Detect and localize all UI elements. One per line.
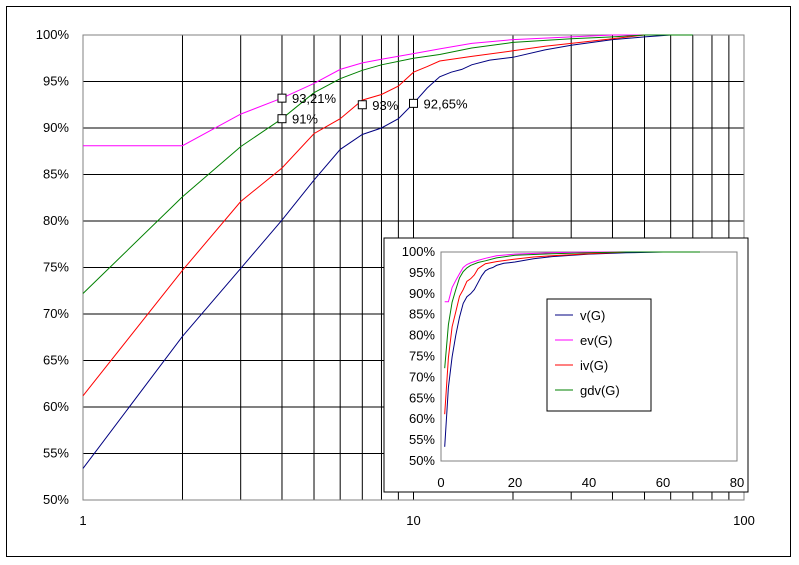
data-point-label: 91% <box>292 112 318 127</box>
inset-y-tick-label: 70% <box>409 369 435 384</box>
main-y-tick-label: 70% <box>43 306 69 321</box>
data-point-marker <box>277 114 287 124</box>
inset-legend: v(G) ev(G) iv(G) gdv(G) <box>546 298 652 412</box>
inset-chart: 50% 55% 60% 65% 70% 75% 80% 85% 90% 95% 100% 0 20 40… <box>383 237 749 493</box>
inset-x-tick-label: 60 <box>656 475 670 490</box>
main-series-line <box>83 34 645 147</box>
legend-label: gdv(G) <box>580 383 620 398</box>
inset-series <box>444 251 700 447</box>
main-y-tick-labels: 50% 55% 60% 65% 70% 75% 80% 85% 90% 95% 100% <box>36 27 70 507</box>
legend-box <box>546 298 652 412</box>
main-series-line <box>82 34 645 397</box>
inset-y-tick-labels: 50% 55% 60% 65% 70% 75% 80% 85% 90% 95% 100% <box>402 244 436 468</box>
main-y-tick-label: 75% <box>43 260 69 275</box>
data-point-marker <box>409 98 418 108</box>
inset-x-tick-label: 0 <box>437 475 444 490</box>
inset-y-tick-label: 50% <box>409 453 435 468</box>
main-x-tick-label: 100 <box>733 513 755 528</box>
inset-x-tick-labels: 0 20 40 60 80 <box>437 475 744 490</box>
main-series-line <box>82 34 693 469</box>
main-y-tick-label: 95% <box>43 74 69 89</box>
inset-y-tick-label: 95% <box>409 265 435 280</box>
data-point-marker <box>357 100 367 110</box>
main-y-tick-label: 50% <box>43 492 69 507</box>
main-y-tick-label: 85% <box>43 167 69 182</box>
inset-y-tick-label: 100% <box>402 244 436 259</box>
main-y-tick-label: 60% <box>43 399 69 414</box>
main-y-tick-label: 90% <box>43 120 69 135</box>
data-point-label: 93,21% <box>292 91 337 106</box>
legend-label: ev(G) <box>580 333 613 348</box>
main-y-tick-label: 55% <box>43 446 69 461</box>
inset-x-tick-label: 80 <box>730 475 744 490</box>
inset-y-tick-label: 65% <box>409 390 435 405</box>
inset-y-tick-label: 60% <box>409 411 435 426</box>
main-markers: 93,21% 91% 93% 92,65% <box>277 91 469 127</box>
main-x-tick-label: 1 <box>79 513 86 528</box>
legend-label: v(G) <box>580 308 605 323</box>
inset-series-line <box>444 251 627 415</box>
data-point-label: 92,65% <box>424 96 469 111</box>
main-x-tick-labels: 1 10 100 <box>79 513 754 528</box>
inset-y-tick-label: 75% <box>409 349 435 364</box>
main-series-line <box>82 34 693 294</box>
main-y-tick-label: 80% <box>43 213 69 228</box>
inset-series-line <box>444 251 700 447</box>
main-series <box>82 34 693 469</box>
main-y-tick-label: 65% <box>43 353 69 368</box>
main-x-tick-label: 10 <box>406 513 420 528</box>
inset-y-tick-label: 85% <box>409 307 435 322</box>
legend-label: iv(G) <box>580 358 608 373</box>
data-point-label: 93% <box>372 98 398 113</box>
inset-y-tick-label: 55% <box>409 432 435 447</box>
inset-x-tick-label: 40 <box>582 475 596 490</box>
inset-series-line <box>444 251 700 369</box>
inset-x-tick-label: 20 <box>508 475 522 490</box>
data-point-marker <box>277 93 287 103</box>
inset-series-line <box>444 251 626 303</box>
main-y-tick-label: 100% <box>36 27 70 42</box>
inset-y-tick-label: 90% <box>409 286 435 301</box>
inset-y-tick-label: 80% <box>409 328 435 343</box>
